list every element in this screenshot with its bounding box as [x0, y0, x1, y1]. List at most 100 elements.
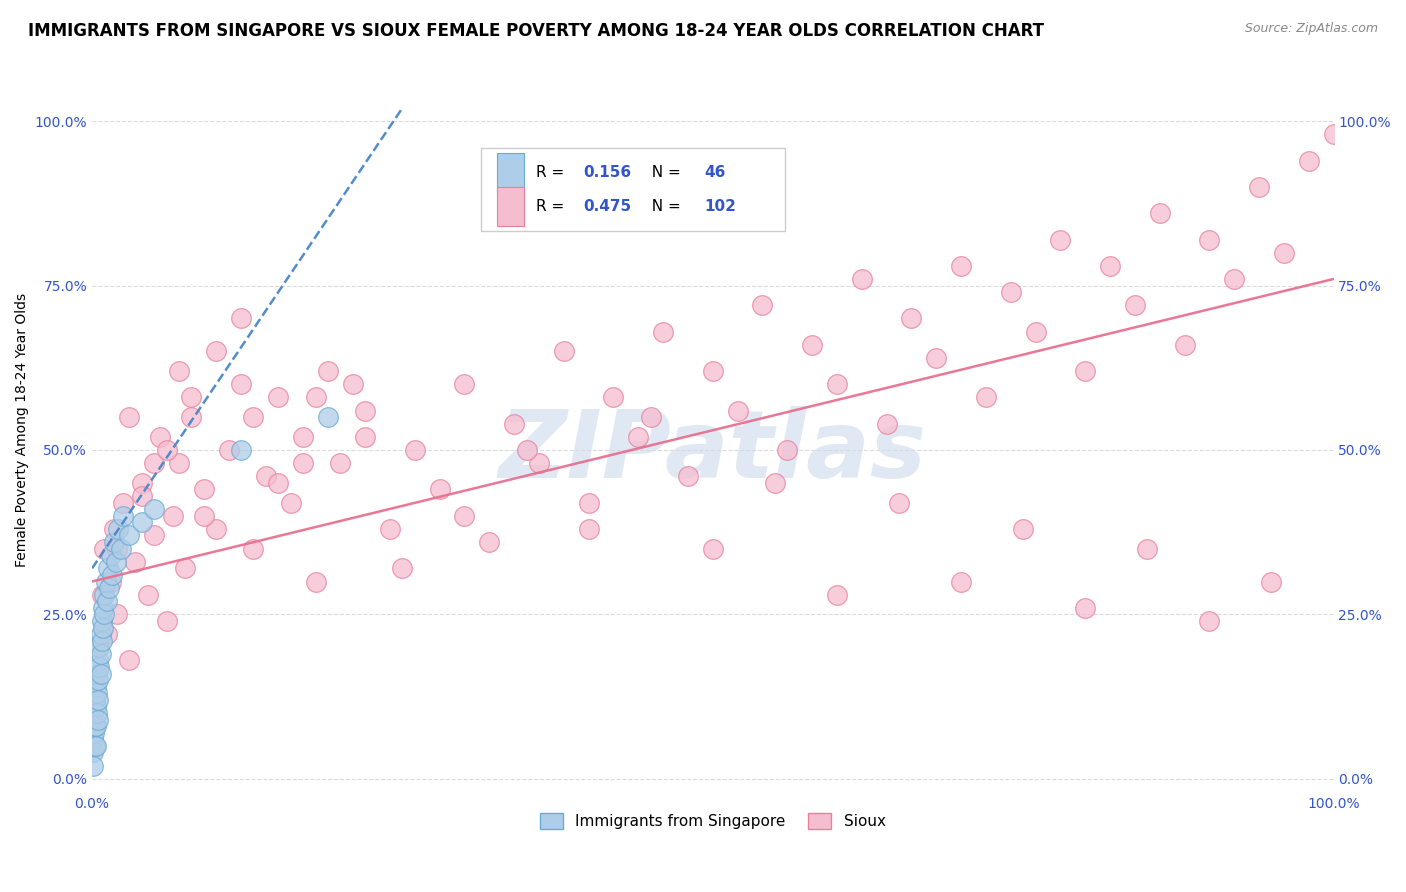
Point — [1123, 298, 1146, 312]
Point — [193, 483, 215, 497]
Point — [1173, 337, 1195, 351]
Text: R =: R = — [537, 166, 569, 180]
Point — [578, 522, 600, 536]
Point — [143, 456, 166, 470]
Point — [316, 410, 339, 425]
Point — [354, 430, 377, 444]
Point — [103, 535, 125, 549]
Point — [143, 528, 166, 542]
Point — [1000, 285, 1022, 299]
Point — [527, 456, 550, 470]
Point — [149, 430, 172, 444]
Point — [82, 706, 104, 720]
Point — [1198, 614, 1220, 628]
Point — [950, 574, 973, 589]
Point — [354, 403, 377, 417]
Point — [292, 456, 315, 470]
Point — [702, 541, 724, 556]
Point — [292, 430, 315, 444]
Point — [429, 483, 451, 497]
Point — [118, 653, 141, 667]
Point — [229, 377, 252, 392]
Point — [91, 633, 114, 648]
Point — [205, 344, 228, 359]
Point — [100, 574, 122, 589]
Point — [900, 311, 922, 326]
Text: N =: N = — [643, 166, 686, 180]
FancyBboxPatch shape — [496, 186, 524, 227]
Point — [602, 390, 624, 404]
Text: 46: 46 — [704, 166, 725, 180]
Text: IMMIGRANTS FROM SINGAPORE VS SIOUX FEMALE POVERTY AMONG 18-24 YEAR OLDS CORRELAT: IMMIGRANTS FROM SINGAPORE VS SIOUX FEMAL… — [28, 22, 1045, 40]
Point — [763, 475, 786, 490]
Point — [82, 758, 104, 772]
Point — [94, 574, 117, 589]
Point — [267, 390, 290, 404]
Point — [131, 516, 153, 530]
Point — [93, 588, 115, 602]
Y-axis label: Female Poverty Among 18-24 Year Olds: Female Poverty Among 18-24 Year Olds — [15, 293, 30, 567]
Point — [97, 561, 120, 575]
Point — [96, 627, 118, 641]
Point — [1074, 600, 1097, 615]
Point — [516, 442, 538, 457]
Point — [578, 495, 600, 509]
Point — [143, 502, 166, 516]
Point — [82, 746, 104, 760]
Point — [98, 581, 121, 595]
Point — [1247, 180, 1270, 194]
Point — [205, 522, 228, 536]
Point — [627, 430, 650, 444]
Point — [91, 600, 114, 615]
Point — [1136, 541, 1159, 556]
Point — [453, 377, 475, 392]
Point — [105, 607, 128, 622]
Point — [180, 410, 202, 425]
Point — [391, 561, 413, 575]
Point — [105, 541, 128, 556]
Point — [87, 693, 110, 707]
Point — [801, 337, 824, 351]
Point — [851, 272, 873, 286]
FancyBboxPatch shape — [481, 148, 785, 231]
Point — [1298, 153, 1320, 168]
Point — [86, 686, 108, 700]
Point — [83, 693, 105, 707]
Point — [131, 475, 153, 490]
Point — [304, 574, 326, 589]
Point — [1099, 259, 1122, 273]
Point — [155, 442, 177, 457]
Text: 102: 102 — [704, 199, 735, 214]
Point — [90, 647, 112, 661]
Point — [101, 568, 124, 582]
Point — [280, 495, 302, 509]
Point — [162, 508, 184, 523]
Point — [267, 475, 290, 490]
Point — [316, 364, 339, 378]
Point — [1074, 364, 1097, 378]
Point — [193, 508, 215, 523]
Point — [925, 351, 948, 365]
Point — [304, 390, 326, 404]
Point — [96, 594, 118, 608]
Point — [1149, 206, 1171, 220]
Point — [93, 607, 115, 622]
Point — [87, 713, 110, 727]
Point — [86, 706, 108, 720]
Point — [1223, 272, 1246, 286]
Point — [90, 666, 112, 681]
Point — [676, 469, 699, 483]
Point — [751, 298, 773, 312]
Point — [118, 410, 141, 425]
Text: Source: ZipAtlas.com: Source: ZipAtlas.com — [1244, 22, 1378, 36]
Point — [727, 403, 749, 417]
Point — [89, 660, 111, 674]
Point — [825, 377, 848, 392]
Point — [229, 442, 252, 457]
Point — [100, 548, 122, 562]
Point — [342, 377, 364, 392]
Point — [84, 699, 107, 714]
Point — [1260, 574, 1282, 589]
FancyBboxPatch shape — [496, 153, 524, 193]
Point — [1049, 233, 1071, 247]
